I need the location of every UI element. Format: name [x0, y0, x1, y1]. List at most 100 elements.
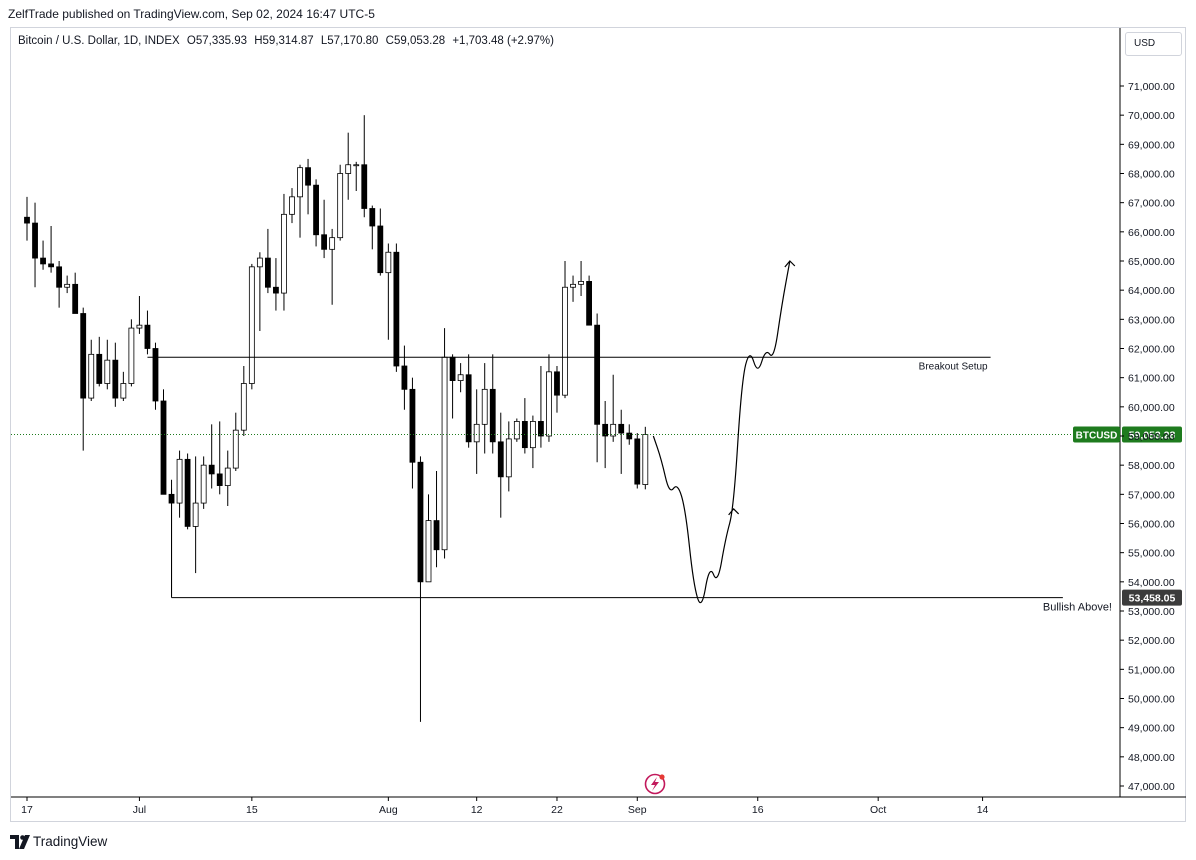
y-tick-label: 53,000.00 [1128, 606, 1175, 618]
candle [409, 377, 416, 489]
candle [120, 371, 127, 401]
candle [505, 421, 512, 492]
y-tick-label: 70,000.00 [1128, 110, 1175, 122]
x-tick-label: Sep [628, 804, 647, 816]
candle [176, 450, 183, 518]
candle-body-down [152, 348, 159, 402]
candle [305, 158, 311, 215]
candle-body-up [200, 464, 207, 504]
candle-body-down [449, 356, 456, 381]
candle-body-down [96, 353, 103, 384]
candle-body-down [594, 324, 601, 425]
candle [24, 196, 30, 241]
candle [80, 307, 87, 451]
x-axis: 17 Jul 15 Aug 12 22 Sep 16 Oct 14 [21, 797, 989, 816]
y-tick-label: 51,000.00 [1128, 664, 1175, 676]
candle [570, 275, 576, 302]
close-value: C59,053.28 [385, 35, 446, 47]
currency-button[interactable]: USD [1125, 32, 1182, 56]
candle [224, 450, 231, 506]
candle-body-down [409, 388, 416, 463]
candle-body-down [144, 324, 151, 349]
candle [361, 115, 368, 218]
candle [489, 354, 496, 454]
candle-body-down [48, 263, 54, 268]
symbol-label[interactable]: Bitcoin / U.S. Dollar, 1D, INDEX [18, 35, 180, 47]
candle [393, 243, 400, 372]
candle-body-down [602, 423, 609, 437]
candle [152, 342, 159, 410]
candle [610, 374, 617, 442]
candle [56, 261, 63, 308]
publisher-byline: ZelfTrade published on TradingView.com, … [8, 7, 375, 21]
symbol-tag-label: BTCUSD [1076, 430, 1118, 441]
candle [441, 328, 448, 559]
candle [281, 193, 287, 311]
candle-body-down [393, 251, 400, 367]
candle [104, 339, 111, 390]
candle-body-down [321, 234, 328, 250]
projection-arrow-head [784, 260, 796, 268]
candle-body-down [80, 313, 87, 399]
candle-body-up [256, 257, 263, 268]
y-tick-label: 57,000.00 [1128, 489, 1175, 501]
candle-body-up [281, 213, 287, 294]
candle [112, 342, 119, 407]
y-tick-label: 54,000.00 [1128, 577, 1175, 589]
candle-body-up [610, 423, 617, 437]
y-tick-label: 65,000.00 [1128, 256, 1175, 268]
candle [297, 164, 303, 238]
candle-body-up [441, 356, 448, 551]
candle-body-up [345, 164, 352, 174]
candle [160, 389, 167, 495]
candle-body-down [417, 461, 424, 583]
candle [321, 199, 328, 259]
x-tick-label: 17 [21, 804, 33, 816]
candle [586, 275, 592, 326]
symbol-tag [1073, 426, 1120, 443]
candle-body-up [64, 283, 71, 288]
candle-body-up [505, 438, 512, 478]
price-tag-label: 59,053.28 [1129, 429, 1176, 441]
candle [473, 389, 480, 474]
candle [521, 398, 528, 454]
candle-body-down [273, 286, 279, 294]
candle-body-down [634, 438, 641, 485]
candle-body-up [192, 502, 199, 527]
price-tag-label: 53,458.05 [1129, 593, 1176, 605]
candle [642, 426, 649, 490]
footer-brand[interactable]: TradingView [10, 834, 107, 849]
candle-body-up [297, 167, 303, 198]
candle-body-up [473, 423, 480, 443]
candle [634, 433, 641, 489]
candle [529, 415, 536, 469]
x-tick-label: 16 [752, 804, 764, 816]
y-tick-label: 56,000.00 [1128, 519, 1175, 531]
y-tick-label: 47,000.00 [1128, 781, 1175, 793]
candle [208, 424, 215, 489]
candle-body-down [586, 281, 592, 326]
candle-body-down [184, 458, 191, 527]
candle [417, 456, 424, 722]
candle-body-up [176, 458, 183, 504]
candle [273, 258, 279, 311]
candle-body-down [216, 473, 223, 486]
candle-body-up [425, 520, 432, 583]
candle-body-down [208, 464, 215, 475]
y-tick-label: 68,000.00 [1128, 169, 1175, 181]
y-tick-label: 59,000.00 [1128, 431, 1175, 443]
candle-body-down [72, 283, 79, 314]
candle-body-up [337, 173, 344, 239]
candle-body-up [570, 283, 576, 288]
candle-body-up [248, 266, 255, 384]
last-price-tag: BTCUSD 59,053.28 [1073, 426, 1182, 443]
x-tick-label: 15 [246, 804, 258, 816]
candle [88, 339, 95, 401]
candle [232, 412, 239, 471]
y-tick-label: 58,000.00 [1128, 460, 1175, 472]
candle-body-up [457, 374, 464, 381]
candle [289, 188, 295, 224]
candle-body-up [642, 434, 649, 485]
level-label: Breakout Setup [919, 361, 988, 372]
